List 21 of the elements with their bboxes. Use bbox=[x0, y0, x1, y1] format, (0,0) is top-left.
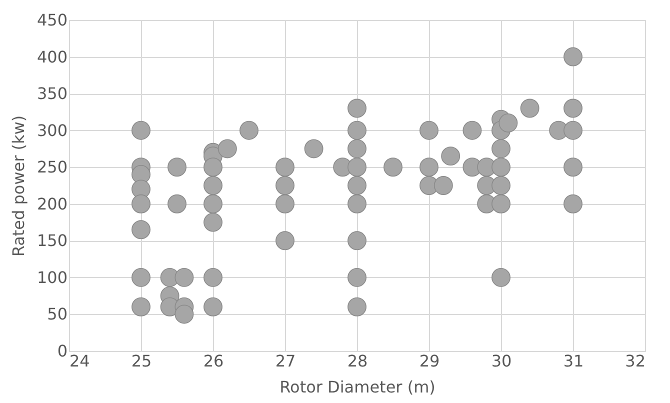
x-tick-label: 30 bbox=[491, 352, 512, 370]
y-tick-label: 150 bbox=[36, 231, 68, 250]
y-axis-title: Rated power (kw) bbox=[8, 115, 28, 257]
x-tick-label: 24 bbox=[70, 352, 90, 370]
y-tick-label: 100 bbox=[36, 268, 68, 287]
y-tick-label: 50 bbox=[47, 304, 68, 324]
y-tick-label: 400 bbox=[36, 47, 68, 66]
x-tick-label: 26 bbox=[203, 352, 224, 370]
x-tick-label: 32 bbox=[625, 352, 646, 370]
x-tick-label: 28 bbox=[347, 352, 368, 370]
x-tick-label: 31 bbox=[563, 352, 584, 370]
y-tick-label: 350 bbox=[36, 84, 68, 104]
y-tick-label: 300 bbox=[36, 120, 68, 140]
y-tick-label: 200 bbox=[36, 194, 68, 214]
x-tick-label: 27 bbox=[275, 352, 296, 370]
y-tick-label: 250 bbox=[36, 158, 68, 177]
x-tick-label: 29 bbox=[419, 352, 440, 370]
x-axis-title: Rotor Diameter (m) bbox=[280, 378, 436, 396]
y-tick-label: 0 bbox=[57, 342, 68, 360]
x-tick-label: 25 bbox=[131, 352, 152, 370]
y-tick-label: 450 bbox=[36, 10, 68, 30]
